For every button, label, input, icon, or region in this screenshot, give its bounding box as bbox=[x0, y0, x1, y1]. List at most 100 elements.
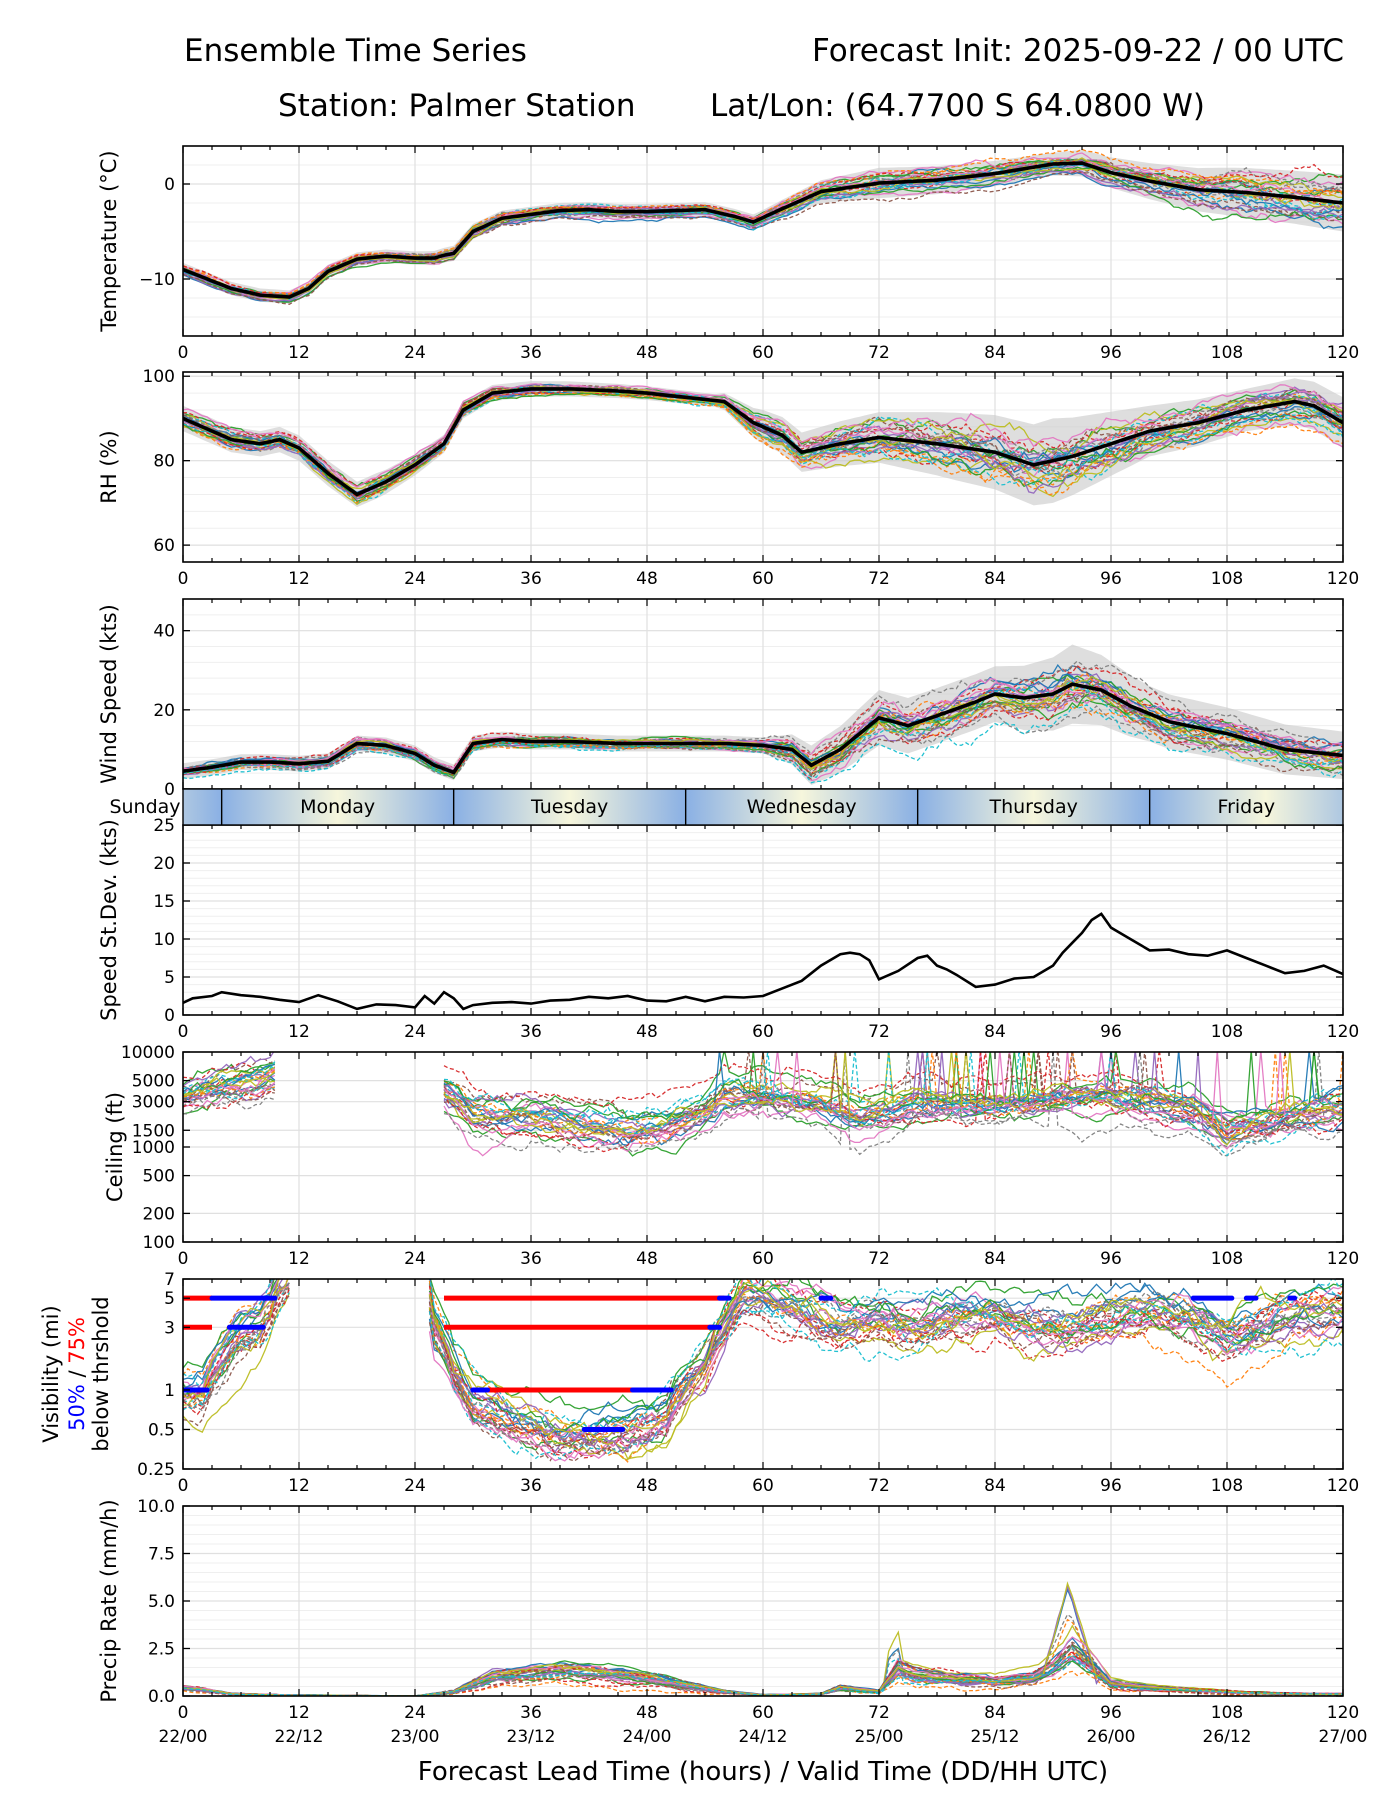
ceiling-member-line bbox=[443, 1052, 1343, 1136]
ceiling-xtick-label: 96 bbox=[1100, 1249, 1122, 1269]
speed_sd-ytick-label: 20 bbox=[153, 854, 175, 874]
rh-member-line bbox=[183, 386, 1343, 488]
threshold-legend: 50% / 75% bbox=[65, 1317, 89, 1431]
ceiling-member-line bbox=[183, 1073, 276, 1101]
speed_sd-xtick-label: 36 bbox=[520, 1022, 542, 1042]
speed-stdev-line bbox=[183, 912, 1343, 1011]
temperature-xtick-label: 0 bbox=[178, 343, 189, 363]
speed_sd-ytick-label: 25 bbox=[153, 816, 175, 836]
ceiling-grid bbox=[182, 1051, 1344, 1243]
rh-ensemble-mean bbox=[183, 387, 1343, 497]
visibility-member-line bbox=[183, 1279, 279, 1381]
speed_sd-ytick-label: 10 bbox=[153, 930, 175, 950]
visibility-xtick-label: 24 bbox=[404, 1476, 426, 1496]
wind-member-line bbox=[183, 660, 1343, 770]
visibility-xtick-label: 84 bbox=[984, 1476, 1006, 1496]
day-label-tuesday: Tuesday bbox=[530, 796, 608, 818]
ceiling-ytick-label: 1000 bbox=[132, 1138, 175, 1158]
ceiling-xtick-label: 0 bbox=[178, 1249, 189, 1269]
precip-ytick-label: 2.5 bbox=[148, 1640, 175, 1660]
temperature-xtick-label: 120 bbox=[1327, 343, 1359, 363]
ceiling-xtick-label: 108 bbox=[1211, 1249, 1243, 1269]
wind-ytick-label: 20 bbox=[153, 701, 175, 721]
visibility-member-line bbox=[428, 1301, 1343, 1454]
visibility-member-line bbox=[183, 1279, 275, 1395]
visibility-member-line bbox=[183, 1279, 274, 1386]
visibility-xtick-label: 96 bbox=[1100, 1476, 1122, 1496]
wind-ensemble-mean bbox=[183, 682, 1343, 775]
precip-ytick-label: 0.0 bbox=[148, 1687, 175, 1707]
forecast-init: Forecast Init: 2025-09-22 / 00 UTC bbox=[812, 33, 1344, 69]
visibility-member-line bbox=[183, 1287, 290, 1400]
speed_sd-xtick-label: 96 bbox=[1100, 1022, 1122, 1042]
ceiling-ytick-label: 500 bbox=[143, 1167, 175, 1187]
visibility-member-line bbox=[429, 1279, 1343, 1411]
rh-spread-band bbox=[183, 378, 1343, 508]
wind-ylabel: Wind Speed (kts) bbox=[97, 604, 121, 784]
visibility-member-line bbox=[183, 1290, 290, 1406]
ceiling-member-line bbox=[443, 1052, 1343, 1120]
wind-ytick-label: 40 bbox=[153, 622, 175, 642]
temperature-ylabel: Temperature (°C) bbox=[97, 150, 121, 332]
visibility-member-line bbox=[428, 1281, 1343, 1442]
speed_sd-ylabel: Speed St.Dev. (kts) bbox=[97, 819, 121, 1021]
ceiling-member-line bbox=[443, 1052, 1343, 1146]
wind-member-line bbox=[183, 664, 1343, 770]
ceiling-xtick-label: 84 bbox=[984, 1249, 1006, 1269]
ceiling-member-line bbox=[443, 1052, 1343, 1142]
visibility-member-line bbox=[183, 1287, 290, 1427]
temperature-member-line bbox=[183, 171, 1343, 305]
precip-ylabel: Precip Rate (mm/h) bbox=[97, 1499, 121, 1702]
valid-time-label: 25/00 bbox=[855, 1727, 904, 1747]
wind-member-line bbox=[183, 686, 1343, 778]
valid-time-label: 24/00 bbox=[623, 1727, 672, 1747]
ceiling-member-line bbox=[183, 1086, 275, 1100]
visibility-ytick-label: 3 bbox=[164, 1318, 175, 1338]
visibility-xtick-label: 36 bbox=[520, 1476, 542, 1496]
day-label-thursday: Thursday bbox=[988, 796, 1077, 818]
rh-xtick-label: 0 bbox=[178, 569, 189, 589]
temperature-xtick-label: 60 bbox=[752, 343, 774, 363]
visibility-member-line bbox=[183, 1292, 290, 1411]
precip-xtick-label: 24 bbox=[404, 1703, 426, 1723]
visibility-xtick-label: 120 bbox=[1327, 1476, 1359, 1496]
wind-member-line bbox=[183, 692, 1343, 776]
temperature-ytick-label: 0 bbox=[164, 175, 175, 195]
rh-ytick-label: 60 bbox=[153, 536, 175, 556]
visibility-member-line bbox=[428, 1294, 1343, 1451]
precip-xtick-label: 96 bbox=[1100, 1703, 1122, 1723]
wind-spread-band bbox=[183, 644, 1343, 785]
visibility-xtick-label: 48 bbox=[636, 1476, 658, 1496]
rh-ylabel: RH (%) bbox=[97, 430, 121, 503]
speed_sd-xtick-label: 48 bbox=[636, 1022, 658, 1042]
temperature-xtick-label: 84 bbox=[984, 343, 1006, 363]
ceiling-ytick-label: 10000 bbox=[121, 1043, 175, 1063]
day-band bbox=[221, 789, 454, 825]
rh-xtick-label: 72 bbox=[868, 569, 890, 589]
precip-ytick-label: 7.5 bbox=[148, 1545, 175, 1565]
ceiling-member-line bbox=[443, 1052, 1343, 1135]
day-label-sunday: Sunday bbox=[109, 796, 180, 818]
ceiling-xtick-label: 72 bbox=[868, 1249, 890, 1269]
ceiling-member-line bbox=[443, 1052, 1343, 1156]
visibility-ylabel: Visibility (mi) bbox=[39, 1305, 63, 1442]
valid-time-label: 22/00 bbox=[159, 1727, 208, 1747]
temperature-ytick-label: −10 bbox=[139, 270, 175, 290]
temperature-panel: −10 0 0 12 24 36 48 60 72 84 96 108 120 Temperature (… bbox=[97, 145, 1359, 363]
temperature-xtick-label: 24 bbox=[404, 343, 426, 363]
valid-time-label: 27/00 bbox=[1319, 1727, 1368, 1747]
visibility-panel: 0.25 0.5 1 3 57 0 12 24 36 48 60 72 84 96 108 120 Visibi… bbox=[39, 1270, 1359, 1496]
precip-ytick-label: 10.0 bbox=[137, 1497, 175, 1517]
visibility-xtick-label: 12 bbox=[288, 1476, 310, 1496]
visibility-ytick-label: 7 bbox=[164, 1270, 175, 1290]
ceiling-plot-area bbox=[183, 1052, 1343, 1157]
wind-panel: 0 20 40 Wind Speed (kts) bbox=[97, 598, 1344, 800]
rh-xtick-label: 108 bbox=[1211, 569, 1243, 589]
x-axis-title: Forecast Lead Time (hours) / Valid Time … bbox=[417, 1757, 1109, 1787]
ceiling-xtick-label: 60 bbox=[752, 1249, 774, 1269]
ceiling-member-line bbox=[443, 1052, 1343, 1136]
ceiling-member-line bbox=[443, 1052, 1343, 1153]
visibility-member-line bbox=[428, 1279, 1343, 1443]
legend-75pct: 75% bbox=[65, 1317, 89, 1364]
visibility-member-line bbox=[428, 1280, 1343, 1443]
